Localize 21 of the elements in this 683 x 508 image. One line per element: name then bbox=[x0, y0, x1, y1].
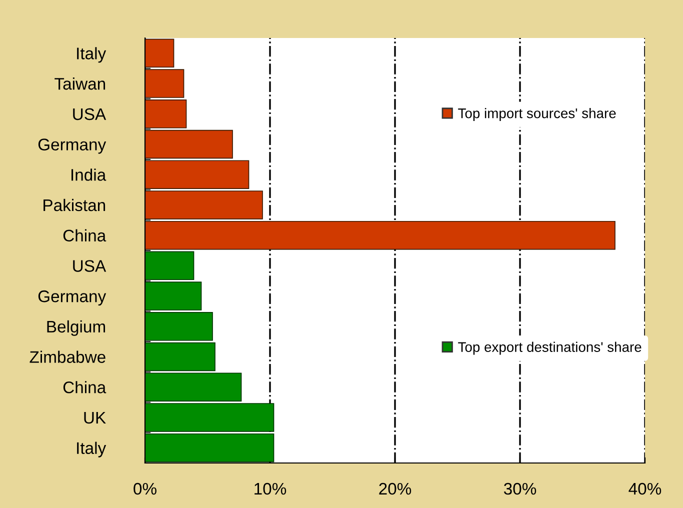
y-tick-label: Pakistan bbox=[44, 198, 106, 212]
x-tick-label: 20% bbox=[379, 482, 412, 495]
x-tick-label: 30% bbox=[504, 482, 536, 495]
y-tick-label: Zimbabwe bbox=[30, 350, 106, 363]
y-tick-label: Germany bbox=[38, 138, 106, 154]
legend-label: Top import sources' share bbox=[458, 108, 616, 121]
y-tick-label: Italy bbox=[77, 442, 106, 458]
y-tick-label: USA bbox=[73, 108, 106, 120]
x-tick-label: 0% bbox=[134, 482, 156, 495]
y-tick-label: China bbox=[63, 229, 106, 242]
y-tick-label: Taiwan bbox=[54, 77, 106, 90]
legend-label: Top export destinations' share bbox=[458, 342, 642, 355]
y-tick-label: China bbox=[63, 381, 106, 394]
y-tick-label: UK bbox=[84, 412, 106, 424]
y-tick-label: Germany bbox=[38, 290, 106, 306]
y-tick-label: USA bbox=[73, 260, 106, 272]
y-tick-label: Italy bbox=[77, 47, 106, 63]
x-tick-label: 10% bbox=[254, 482, 286, 495]
x-tick-label: 40% bbox=[628, 482, 662, 495]
y-tick-label: India bbox=[72, 168, 106, 181]
y-tick-label: Belgium bbox=[47, 320, 106, 336]
